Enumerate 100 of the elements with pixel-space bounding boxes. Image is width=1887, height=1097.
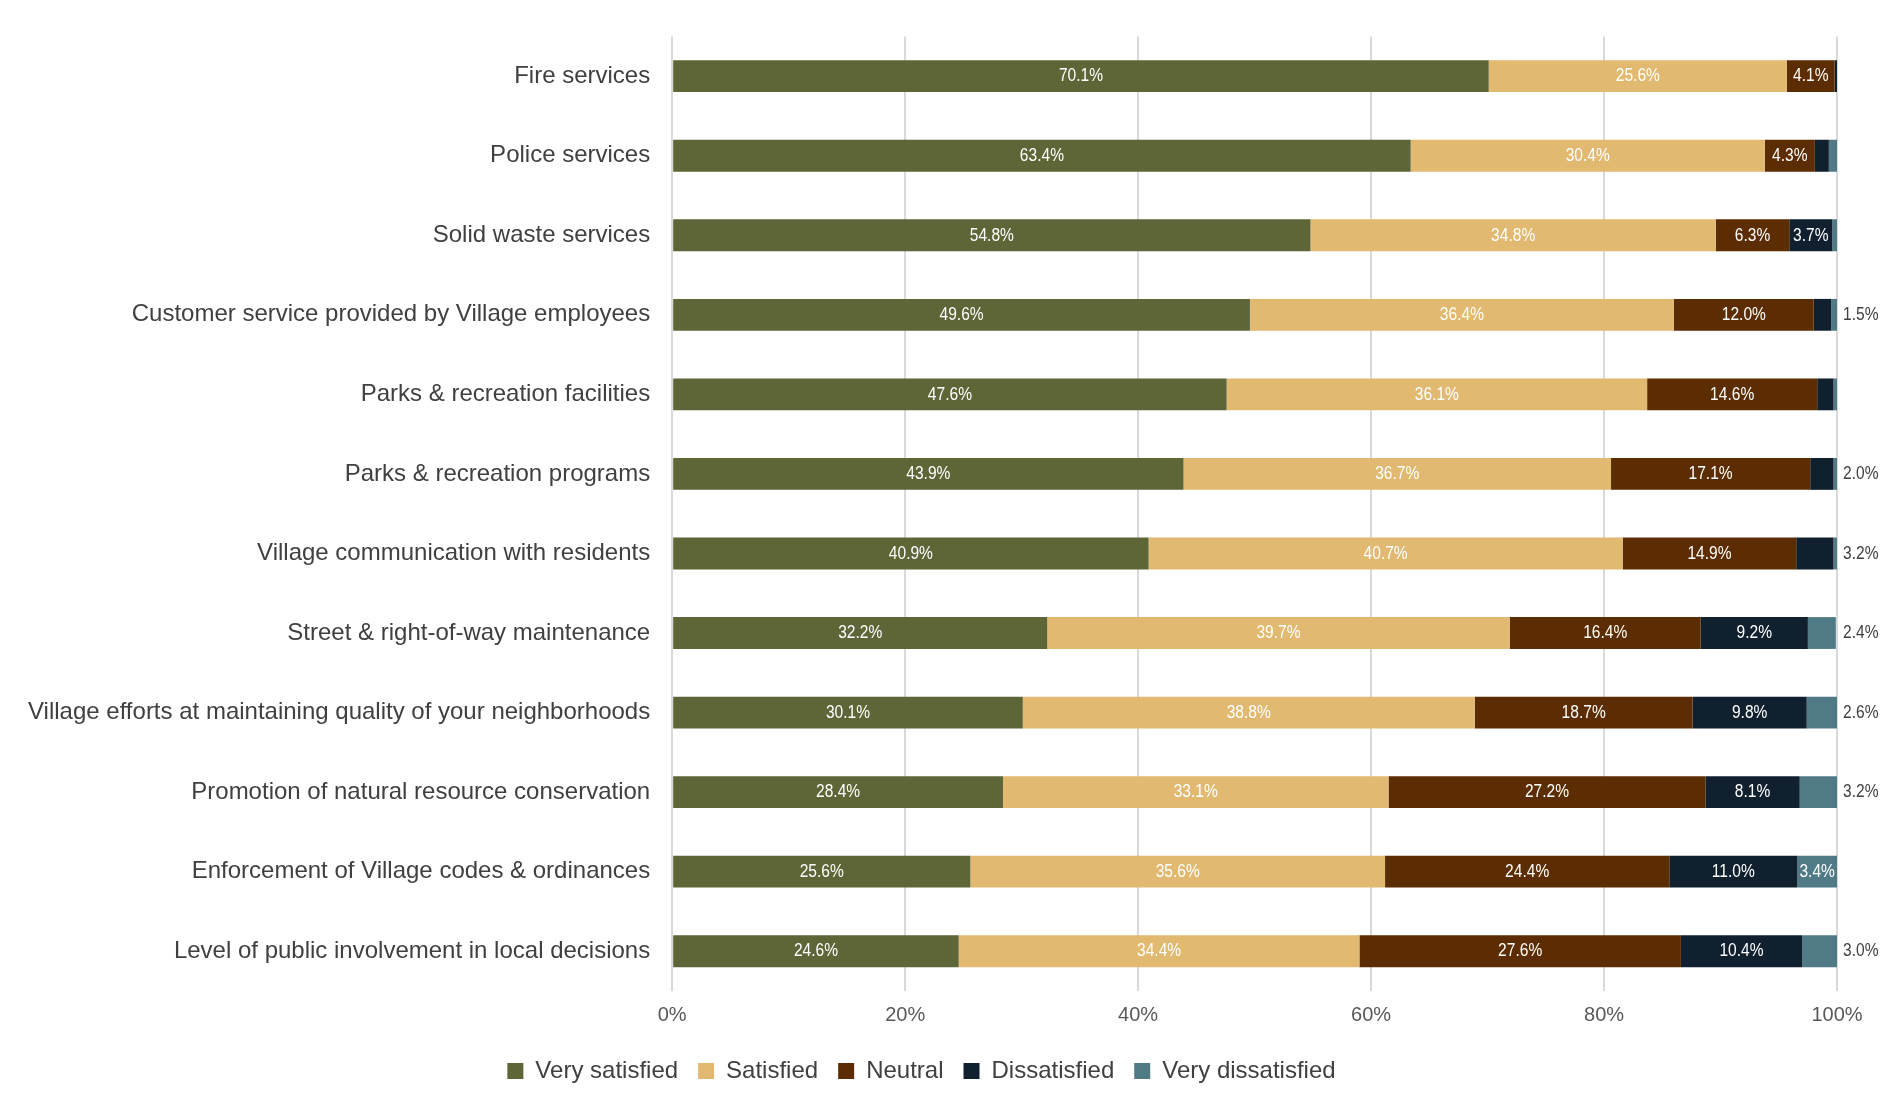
- data-label: 24.6%: [793, 938, 839, 961]
- data-label: 3.7%: [1793, 223, 1829, 245]
- bar: [1799, 776, 1837, 809]
- bar: [1810, 458, 1834, 490]
- bar: [958, 935, 1360, 968]
- bar: [1047, 617, 1510, 649]
- data-label: 4.1%: [1793, 63, 1829, 86]
- bar: [1796, 537, 1834, 570]
- data-label: 47.6%: [927, 382, 972, 404]
- x-tick-label: 60%: [1351, 1002, 1392, 1025]
- bar: [1669, 855, 1798, 888]
- data-label: 2.6%: [1843, 700, 1879, 723]
- bar: [1647, 378, 1818, 411]
- bar: [1700, 617, 1808, 649]
- x-tick-label: 100%: [1811, 1002, 1863, 1025]
- data-label: 27.6%: [1498, 938, 1543, 961]
- bar: [673, 139, 1411, 172]
- data-label: 9.8%: [1731, 700, 1768, 723]
- data-label: 3.4%: [1799, 859, 1835, 882]
- y-tick-label: Police services: [490, 140, 651, 168]
- bar: [673, 617, 1048, 649]
- data-label: 2.0%: [1843, 461, 1879, 484]
- y-tick-label: Village communication with residents: [257, 538, 651, 566]
- bar: [1002, 776, 1389, 809]
- data-label: 40.7%: [1363, 541, 1408, 564]
- bar: [673, 855, 971, 888]
- legend-label: Very dissatisfied: [1162, 1055, 1336, 1083]
- bar: [1509, 617, 1701, 649]
- bar: [673, 935, 959, 968]
- x-tick-label: 20%: [885, 1002, 926, 1025]
- data-label: 30.4%: [1565, 143, 1610, 166]
- bar: [673, 776, 1003, 809]
- y-tick-label: Level of public involvement in local decisions: [173, 935, 651, 963]
- bar: [673, 537, 1149, 570]
- data-label: 36.4%: [1439, 302, 1484, 325]
- bar: [673, 458, 1184, 490]
- bar: [1622, 537, 1797, 570]
- data-label: 38.8%: [1226, 700, 1271, 723]
- x-tick-label: 40%: [1118, 1002, 1159, 1025]
- data-label: 24.4%: [1505, 859, 1550, 882]
- data-label: 2.4%: [1843, 620, 1879, 643]
- bar: [1474, 696, 1693, 729]
- data-label: 36.7%: [1375, 461, 1420, 484]
- data-label: 27.2%: [1524, 779, 1570, 802]
- data-label: 1.5%: [1843, 302, 1879, 325]
- data-label: 34.8%: [1491, 223, 1536, 245]
- bar: [1705, 776, 1800, 809]
- data-label: 11.0%: [1711, 859, 1755, 882]
- data-label: 14.6%: [1710, 382, 1755, 404]
- y-tick-label: Street & right-of-way maintenance: [287, 617, 651, 645]
- data-label: 18.7%: [1561, 700, 1606, 723]
- bar: [1249, 298, 1674, 331]
- data-label: 3.0%: [1843, 938, 1879, 961]
- bar: [1832, 219, 1837, 252]
- data-label: 63.4%: [1019, 143, 1065, 166]
- data-label: 39.7%: [1256, 620, 1301, 643]
- y-tick-label: Fire services: [514, 60, 651, 88]
- bar: [1310, 219, 1716, 252]
- legend-label: Dissatisfied: [991, 1055, 1115, 1083]
- data-label: 4.3%: [1772, 143, 1808, 166]
- legend-label: Satisfied: [726, 1055, 819, 1083]
- bar: [1388, 776, 1706, 809]
- bar: [1410, 139, 1765, 172]
- bar: [1802, 935, 1837, 968]
- bar: [1813, 298, 1832, 331]
- data-label: 8.1%: [1734, 779, 1771, 802]
- bar: [673, 696, 1023, 729]
- bar: [1359, 935, 1681, 968]
- bar: [1831, 298, 1837, 331]
- legend-label: Neutral: [866, 1055, 944, 1083]
- data-label: 34.4%: [1137, 938, 1182, 961]
- data-label: 16.4%: [1583, 620, 1628, 643]
- data-label: 35.6%: [1155, 859, 1200, 882]
- data-label: 40.9%: [888, 541, 933, 564]
- x-tick-label: 0%: [657, 1002, 687, 1025]
- data-label: 6.3%: [1734, 223, 1771, 245]
- data-label: 36.1%: [1414, 382, 1459, 404]
- bar: [1806, 696, 1837, 729]
- y-tick-label: Parks & recreation programs: [344, 458, 651, 486]
- legend-label: Very satisfied: [535, 1055, 679, 1083]
- y-tick-label: Customer service provided by Village employees: [131, 299, 651, 327]
- y-tick-label: Enforcement of Village codes & ordinances: [191, 856, 651, 884]
- bar: [673, 298, 1250, 331]
- data-label: 54.8%: [969, 223, 1014, 245]
- bar: [1226, 378, 1648, 411]
- data-label: 12.0%: [1721, 302, 1766, 325]
- data-label: 17.1%: [1688, 461, 1733, 484]
- bar: [1022, 696, 1475, 729]
- data-label: 49.6%: [939, 302, 984, 325]
- data-label: 3.2%: [1843, 779, 1879, 802]
- data-label: 10.4%: [1719, 938, 1764, 961]
- data-label: 30.1%: [825, 700, 871, 723]
- y-tick-label: Village efforts at maintaining quality of your neighborhoods: [28, 697, 651, 725]
- bar: [1183, 458, 1612, 490]
- bar: [1611, 458, 1811, 490]
- data-label: 14.9%: [1687, 541, 1732, 564]
- bar: [1692, 696, 1807, 729]
- y-tick-label: Promotion of natural resource conservation: [191, 776, 651, 804]
- bar: [673, 60, 1489, 93]
- bar: [1673, 298, 1814, 331]
